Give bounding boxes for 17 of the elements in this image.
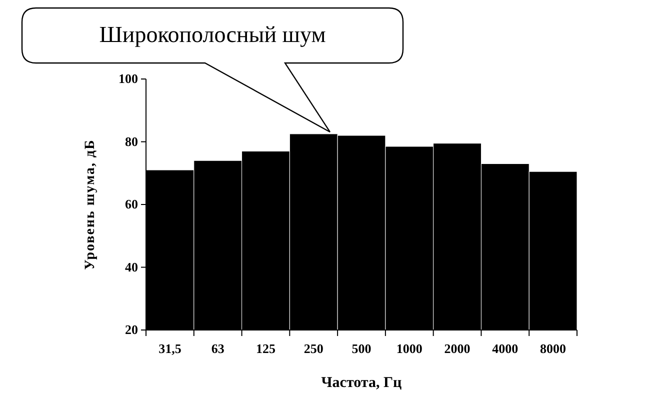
- x-tick-label: 500: [352, 341, 372, 356]
- y-tick-label: 100: [118, 71, 138, 86]
- x-tick-label: 8000: [540, 341, 566, 356]
- y-tick-label: 60: [125, 196, 138, 212]
- y-tick-label: 80: [125, 134, 138, 149]
- x-tick-label: 4000: [492, 341, 518, 356]
- x-tick-label: 63: [211, 341, 225, 356]
- x-tick-label: 125: [256, 341, 276, 356]
- y-tick-label: 40: [125, 259, 138, 274]
- x-tick-label: 2000: [444, 341, 470, 356]
- x-tick-label: 31,5: [158, 341, 182, 356]
- text: Широкополосный шум: [99, 22, 326, 47]
- x-tick-label: 250: [304, 341, 324, 356]
- x-tick-label: 1000: [396, 341, 422, 356]
- y-tick-label: 20: [125, 322, 138, 338]
- y-axis-title: Уровень шума, дБ: [83, 139, 98, 270]
- x-axis-title: Частота, Гц: [321, 375, 402, 391]
